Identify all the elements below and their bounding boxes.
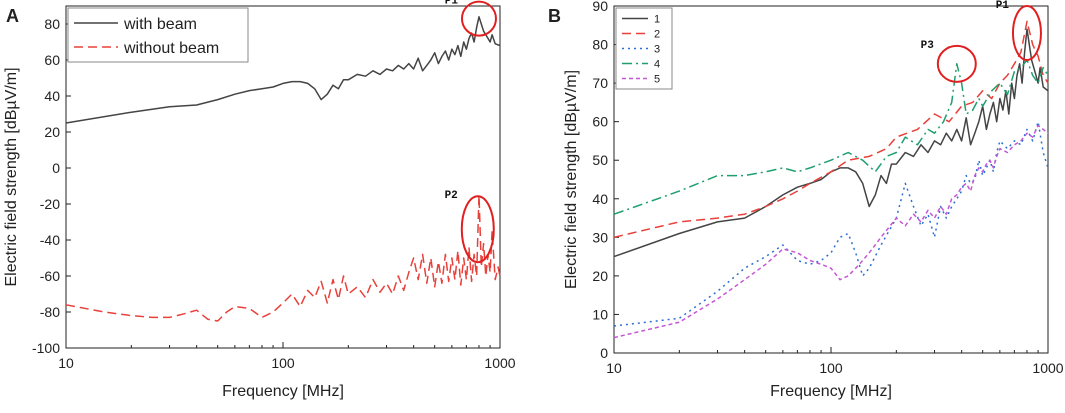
panel-b-axes-frame [613,5,1049,354]
panel-a-annotation-p1-label: P1 [445,0,459,8]
panel-b-ytick-label: 30 [592,229,608,245]
panel-a-xtick-label: 10 [58,355,74,371]
panel-a-annotation-p2-ellipse [460,195,495,264]
panel-b-series-2 [613,20,1049,239]
panel-a-xlabel: Frequency [MHz] [222,383,344,400]
panel-b-series-5 [613,124,1049,339]
panel-b-ytick-label: 0 [600,345,608,361]
panel-a-ytick-label: 40 [44,88,60,104]
panel-a-ytick-label: 60 [44,52,60,68]
panel-a-ytick-label: -60 [40,268,60,284]
panel-b-ytick-label: 40 [592,191,608,207]
panel-b-annotation-p3-label: P3 [921,40,935,52]
panel-b-series-3 [613,120,1049,327]
panel-a-legend-label: with beam [123,16,197,33]
panel-a: -100 -80 -60 -40 -20 0 20 40 60 80 10 100 1000 Freque… [3,0,516,400]
panel-a-ytick-label: 0 [52,160,60,176]
panel-b-series-4 [613,59,1049,215]
panel-b-ytick-label: 20 [592,268,608,284]
panel-a-xtick-label: 100 [271,355,295,371]
panel-a-ytick-label: -20 [40,196,60,212]
panel-b-legend-label: 4 [654,59,660,71]
panel-a-legend [67,7,249,63]
panel-b-legend-label: 5 [654,74,660,86]
panel-b-series-1 [613,28,1049,258]
panel-b-legend-label: 2 [654,29,660,41]
panel-b-legend-label: 1 [654,14,660,26]
panel-b-annotation-p1-ellipse [1011,4,1042,61]
panel-b-xlabel: Frequency [MHz] [770,383,892,400]
panel-a-legend-label: without beam [123,40,219,57]
panel-b-annotation-p3-ellipse [936,44,977,83]
panel-a-ytick-label: -40 [40,232,60,248]
panel-b-xtick-label: 10 [606,360,622,376]
panel-a-ylabel: Electric field strength [dBµV/m] [3,67,20,286]
panel-a-ytick-label: 80 [44,16,60,32]
panel-b-legend-label: 3 [654,44,660,56]
panel-b-ytick-label: 10 [592,306,608,322]
panel-a-xtick-label: 1000 [484,355,515,371]
panel-a-ytick-label: 20 [44,124,60,140]
panel-b-ytick-label: 70 [592,75,608,91]
panel-a-annotation-p2-label: P2 [445,190,458,202]
panel-b-letter: B [548,6,561,26]
panel-b-legend [615,7,673,90]
panel-b-ytick-label: 80 [592,37,608,53]
panel-b-ytick-label: 60 [592,114,608,130]
panel-a-annotation-p1-ellipse [460,0,497,37]
panel-b-ytick-label: 90 [592,0,608,14]
panel-a-letter: A [6,6,19,26]
panel-a-ytick-label: -80 [40,304,60,320]
panel-a-ytick-label: -100 [32,340,60,356]
panel-b-ytick-label: 50 [592,152,608,168]
panel-a-series-without-beam [65,194,501,322]
panel-b-ylabel: Electric field strength [dBµV/m] [563,70,580,289]
panel-b-xtick-label: 100 [819,360,843,376]
panel-b-xtick-label: 1000 [1032,360,1063,376]
panel-b-annotation-p1-label: P1 [996,0,1010,12]
